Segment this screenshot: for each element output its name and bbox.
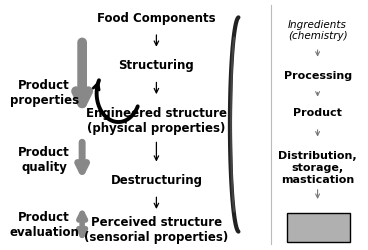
Text: Processing: Processing bbox=[283, 70, 352, 80]
Text: Engineered structure
(physical properties): Engineered structure (physical propertie… bbox=[86, 106, 227, 134]
FancyBboxPatch shape bbox=[287, 213, 350, 242]
Text: Perceived structure
(sensorial properties): Perceived structure (sensorial propertie… bbox=[84, 216, 229, 243]
Text: Product
quality: Product quality bbox=[18, 146, 70, 174]
Text: Product: Product bbox=[293, 108, 342, 118]
Text: FOOD: FOOD bbox=[298, 219, 337, 232]
Text: Product
properties: Product properties bbox=[10, 79, 79, 106]
Text: Ingredients
(chemistry): Ingredients (chemistry) bbox=[288, 20, 347, 41]
Text: Structuring: Structuring bbox=[118, 59, 194, 72]
Text: Destructuring: Destructuring bbox=[110, 173, 202, 186]
Text: Food Components: Food Components bbox=[97, 12, 216, 24]
Text: Distribution,
storage,
mastication: Distribution, storage, mastication bbox=[278, 151, 357, 184]
Text: Product
evaluation: Product evaluation bbox=[9, 210, 79, 238]
